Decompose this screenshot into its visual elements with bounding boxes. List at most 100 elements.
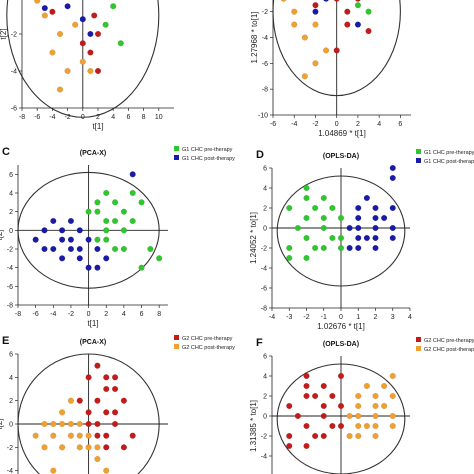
- data-point: [389, 164, 396, 172]
- data-point: [363, 234, 370, 242]
- data-point: [294, 412, 301, 420]
- data-point: [49, 49, 56, 56]
- x-tick-label: -4: [291, 121, 297, 128]
- x-tick-label: 1: [356, 314, 360, 321]
- x-tick-label: 0: [81, 114, 85, 121]
- data-point: [41, 12, 48, 19]
- data-point: [76, 420, 83, 428]
- y-tick-label: 6: [263, 354, 267, 361]
- panel-letter: F: [256, 337, 263, 349]
- data-point: [291, 21, 298, 28]
- x-tick-label: -2: [303, 314, 309, 321]
- x-tick-label: 10: [155, 114, 163, 121]
- data-point: [41, 420, 48, 428]
- y-tick-label: -2: [261, 246, 267, 253]
- legend-swatch: [416, 346, 421, 351]
- data-point: [333, 47, 340, 54]
- data-point: [337, 214, 345, 222]
- data-point: [303, 382, 310, 390]
- panel-d: -8 -6 -4 -2 0 2 4 6 -4 -3 -2 -1 0 1 2 3 4 1.02676 * t[1] 1…: [249, 149, 474, 331]
- data-point: [120, 444, 127, 451]
- data-point: [372, 204, 379, 212]
- x-tick-label: 6: [398, 121, 402, 128]
- x-tick-label: 2: [374, 314, 378, 321]
- data-point: [120, 208, 127, 215]
- panel-c: -8 -6 -4 -2 0 2 4 6 -8 -6 -4 -2 0 2 4 6 8 t[1] t[2] C (PCA-X…: [0, 146, 235, 328]
- legend-swatch: [416, 158, 421, 163]
- data-point: [103, 385, 110, 393]
- y-tick-label: -4: [7, 265, 13, 272]
- data-point: [312, 432, 319, 440]
- data-point: [59, 236, 66, 243]
- data-point: [312, 60, 319, 67]
- panel-title: (OPLS-DA): [323, 153, 359, 160]
- data-point: [329, 392, 336, 400]
- legend-swatch: [174, 155, 179, 160]
- data-point: [320, 412, 327, 420]
- y-tick-label: 0: [263, 226, 267, 233]
- data-point: [129, 432, 136, 439]
- x-tick-label: 4: [408, 314, 412, 321]
- x-tick-label: -4: [269, 314, 275, 321]
- legend-label: G2 CHC post-therapy: [424, 347, 474, 353]
- x-tick-label: 0: [87, 311, 91, 318]
- data-point: [337, 422, 345, 430]
- y-axis-label: t[2]: [0, 28, 8, 39]
- y-tick-label: -8: [261, 306, 267, 313]
- data-point: [303, 422, 310, 430]
- data-point: [41, 5, 48, 12]
- x-tick-label: -2: [68, 311, 74, 318]
- y-tick-label: 2: [9, 398, 13, 405]
- data-point: [286, 442, 293, 450]
- y-axis-label: t[2]: [0, 229, 4, 240]
- y-tick-label: 2: [263, 394, 267, 401]
- data-point: [129, 217, 136, 225]
- data-point: [94, 208, 101, 215]
- data-point: [59, 227, 66, 234]
- x-tick-label: -4: [50, 311, 56, 318]
- x-tick-label: 8: [142, 114, 146, 121]
- data-point: [76, 245, 83, 253]
- y-tick-label: -2: [7, 445, 13, 452]
- data-point: [294, 224, 301, 232]
- panel-title: (OPLS-DA): [323, 341, 359, 348]
- data-point: [85, 420, 92, 428]
- panel-letter: C: [2, 146, 10, 158]
- data-point: [120, 245, 127, 253]
- x-tick-label: -6: [270, 121, 276, 128]
- legend-label: G1 CHC post-therapy: [424, 159, 474, 165]
- data-point: [303, 392, 310, 400]
- data-point: [94, 432, 101, 439]
- data-point: [372, 392, 379, 400]
- y-tick-label: 4: [9, 191, 13, 198]
- data-point: [50, 420, 57, 428]
- data-point: [85, 236, 92, 243]
- y-tick-label: -10: [258, 113, 268, 120]
- data-point: [76, 255, 83, 262]
- data-point: [85, 409, 92, 416]
- data-point: [320, 224, 327, 232]
- x-tick-label: 6: [140, 311, 144, 318]
- data-point: [355, 0, 361, 2]
- data-point: [85, 432, 92, 439]
- y-tick-label: -4: [262, 35, 268, 42]
- data-point: [363, 422, 370, 430]
- y-tick-label: -6: [11, 106, 17, 113]
- panel-f: -4 -2 0 2 4 6 1.31385 * to[1] F (OPLS-DA) G2 CHC …: [249, 337, 474, 474]
- data-point: [41, 245, 48, 253]
- data-point: [355, 214, 362, 222]
- data-point: [76, 444, 83, 451]
- data-point: [389, 234, 396, 242]
- data-point: [72, 21, 79, 28]
- data-point: [112, 385, 119, 393]
- data-point: [346, 224, 353, 232]
- panel-title: (PCA-X): [80, 339, 106, 346]
- data-point: [355, 402, 362, 410]
- data-point: [344, 8, 351, 15]
- y-tick-label: 2: [263, 206, 267, 213]
- data-point: [129, 171, 136, 178]
- y-tick-label: -4: [11, 69, 17, 76]
- data-point: [303, 194, 310, 202]
- data-point: [112, 199, 119, 206]
- data-point: [301, 73, 308, 80]
